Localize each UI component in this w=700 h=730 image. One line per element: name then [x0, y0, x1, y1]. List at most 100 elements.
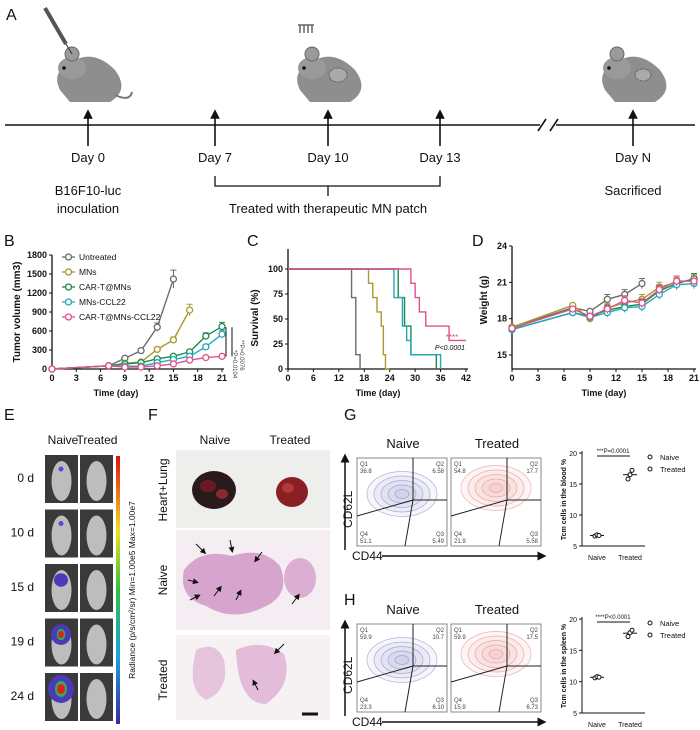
data-point [603, 305, 611, 313]
y-tick-label: 5 [573, 544, 577, 551]
flow-cytometry-spleen: Naive TreatedCD62LCD44Q159.9Q210.7Q423.3Q… [340, 602, 547, 729]
legend-marker [647, 466, 653, 472]
legend-label: MNs-CCL22 [79, 297, 126, 307]
flow-title: Naive [386, 602, 419, 617]
x-axis-label: CD44 [352, 549, 383, 563]
histology-treated [176, 635, 330, 720]
legend-label: CAR-T@MNs [79, 282, 131, 292]
treatment-label: Treated with therapeutic MN patch [229, 201, 427, 216]
mouse-body [86, 624, 107, 665]
quadrant-label: Q1 [454, 628, 463, 634]
data-point [169, 336, 178, 344]
x-tick-label: Treated [618, 555, 642, 562]
data-point [621, 304, 629, 312]
sacrificed-label: Sacrificed [604, 183, 661, 198]
mouse-body [86, 515, 107, 556]
y-axis-label: Tcm cells in the blood % [561, 458, 568, 540]
flow-title: Treated [475, 602, 519, 617]
x-tick-label: 42 [461, 373, 471, 383]
quadrant-label: Q2 [436, 628, 445, 634]
y-tick-label: 900 [32, 307, 47, 317]
data-point [202, 332, 210, 340]
y-tick-label: 0 [42, 364, 47, 374]
tumor-signal [57, 684, 65, 694]
p-value: ***P=0.0001 [597, 449, 631, 455]
quadrant-gates [450, 458, 541, 547]
panel-label-b: B [4, 233, 15, 250]
x-tick-label: 30 [410, 373, 420, 383]
data-point [202, 353, 210, 362]
day-label: Day 10 [307, 150, 348, 165]
data-point [48, 365, 56, 373]
data-point [621, 296, 629, 305]
quadrant-label: Q2 [530, 462, 539, 468]
x-tick-label: 15 [637, 373, 647, 383]
quadrant-label: 17.5 [526, 635, 538, 641]
y-tick-label: 15 [569, 482, 577, 489]
legend-marker [647, 620, 653, 626]
data-point [629, 627, 635, 633]
data-point [586, 312, 594, 320]
d-y-label: Weight (g) [479, 276, 490, 325]
mouse-icon [602, 46, 667, 102]
tumor-signal [58, 466, 64, 472]
quadrant-label: 10.7 [432, 635, 444, 641]
x-tick-label: Treated [618, 722, 642, 729]
data-point [603, 295, 611, 303]
contour [488, 649, 504, 659]
timeline [5, 118, 695, 132]
quadrant-label: Q2 [530, 628, 539, 634]
legend-label: Naive [660, 453, 679, 462]
y-tick-label: 50 [273, 314, 283, 324]
data-point [105, 362, 113, 370]
contour [467, 469, 525, 507]
histology-naive [176, 530, 330, 630]
y-tick-label: 1500 [27, 269, 47, 279]
x-tick-label: 15 [168, 373, 178, 383]
data-point [153, 345, 161, 354]
panel-label-e: E [4, 407, 15, 424]
quadrant-label: Q4 [454, 532, 463, 538]
legend-label: MNs [79, 267, 96, 277]
x-tick-label: 21 [217, 373, 227, 383]
panel-a: A Day 0 Da [5, 6, 695, 216]
y-tick-label: 300 [32, 345, 47, 355]
quadrant-label: Q3 [530, 698, 539, 704]
data-point [137, 346, 145, 355]
legend-label: CAR-T@MNs-CCL22 [79, 312, 161, 322]
quadrant-label: 51.1 [360, 539, 372, 545]
y-tick-label: 75 [273, 289, 283, 299]
x-tick-label: 6 [561, 373, 566, 383]
y-tick-label: 20 [569, 451, 577, 458]
mouse-body [51, 515, 72, 556]
tumor-signal [58, 631, 64, 638]
contour [394, 655, 410, 665]
data-point [596, 532, 602, 538]
mouse-with-patch-icon [297, 24, 362, 102]
legend-label: Untreated [79, 252, 117, 262]
quadrant-label: 6.73 [526, 705, 538, 711]
x-axis-label: CD44 [352, 715, 383, 729]
legend-marker [64, 298, 73, 306]
y-tick-label: 15 [497, 350, 507, 360]
quadrant-label: Q2 [436, 462, 445, 468]
y-tick-label: 20 [569, 617, 577, 624]
panel-label-f: F [148, 407, 158, 424]
quadrant-label: 59.9 [454, 635, 466, 641]
quadrant-label: 21.9 [454, 539, 466, 545]
colorbar-label: Radiance (p/s/cm²/sr) Min=1.00e5 Max=1.0… [127, 501, 137, 679]
legend-marker [647, 632, 653, 638]
y-tick-label: 10 [569, 513, 577, 520]
y-tick-label: 600 [32, 326, 47, 336]
quadrant-label: 5.58 [526, 539, 538, 545]
data-point [673, 277, 681, 285]
treatment-bracket [214, 176, 441, 196]
flow-plot [450, 457, 542, 547]
y-tick-label: 25 [273, 339, 283, 349]
panel-label-a: A [6, 7, 17, 24]
data-point [629, 467, 635, 473]
p-value: ****P<0.0001 [595, 615, 631, 621]
timepoint-label: 24 d [11, 689, 34, 703]
c-x-label: Time (day) [356, 388, 401, 398]
